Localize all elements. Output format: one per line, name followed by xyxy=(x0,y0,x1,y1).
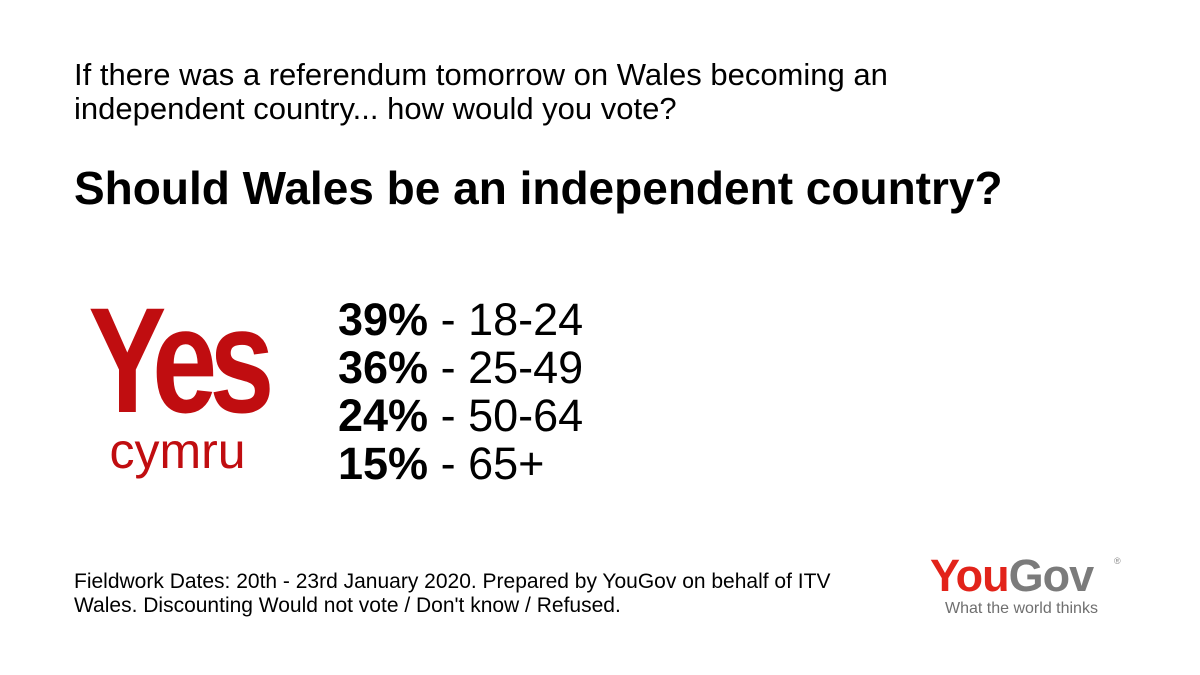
result-percent: 24% xyxy=(338,390,429,441)
yougov-gov-text: Gov xyxy=(1008,550,1095,601)
age-results-list: 39% - 18-24 36% - 25-49 24% - 50-64 15% … xyxy=(338,296,583,488)
result-percent: 15% xyxy=(338,438,429,489)
result-age-group: 25-49 xyxy=(468,342,584,393)
result-separator: - xyxy=(428,342,469,393)
result-separator: - xyxy=(428,438,469,489)
headline: Should Wales be an independent country? xyxy=(74,162,1003,214)
result-separator: - xyxy=(428,390,469,441)
result-percent: 39% xyxy=(338,294,429,345)
yes-cymru-logo: Yes cymru xyxy=(70,276,285,490)
fieldwork-footnote: Fieldwork Dates: 20th - 23rd January 202… xyxy=(74,570,831,617)
result-separator: - xyxy=(428,294,469,345)
logo-cymru-text: cymru xyxy=(109,423,246,479)
result-percent: 36% xyxy=(338,342,429,393)
logo-yes-text: Yes xyxy=(88,276,274,444)
yougov-you-text: You xyxy=(930,550,1010,601)
yougov-tagline: What the world thinks xyxy=(945,600,1098,617)
result-row: 24% - 50-64 xyxy=(338,392,583,440)
question-text: If there was a referendum tomorrow on Wa… xyxy=(74,57,888,126)
result-age-group: 65+ xyxy=(468,438,545,489)
result-age-group: 18-24 xyxy=(468,294,584,345)
result-row: 39% - 18-24 xyxy=(338,296,583,344)
result-age-group: 50-64 xyxy=(468,390,584,441)
registered-mark: ® xyxy=(1114,556,1121,566)
result-row: 36% - 25-49 xyxy=(338,344,583,392)
yougov-logo: YouGov ® What the world thinks xyxy=(930,552,1130,622)
result-row: 15% - 65+ xyxy=(338,440,583,488)
yougov-wordmark: YouGov xyxy=(930,552,1130,600)
